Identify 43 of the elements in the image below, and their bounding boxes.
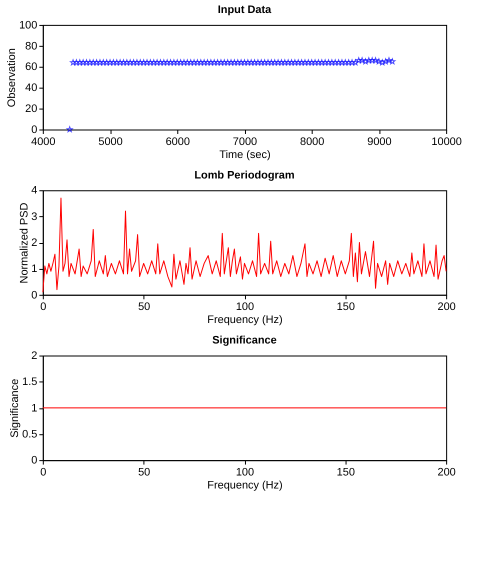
y-tick-label: 4: [31, 184, 38, 197]
y-tick-label: 2: [31, 237, 38, 250]
y-tick-label: 0: [31, 124, 38, 136]
x-tick-label: 6000: [166, 136, 190, 148]
x-tick-label: 100: [236, 466, 254, 479]
x-tick-label: 9000: [367, 136, 392, 148]
y-tick-label: 0.5: [22, 428, 38, 440]
y-axis-title: Observation: [6, 48, 18, 108]
x-tick-label: 150: [336, 466, 355, 479]
y-axis-title: Significance: [9, 378, 22, 438]
y-tick-label: 3: [31, 210, 38, 223]
x-tick-label: 8000: [300, 136, 324, 148]
chart-title: Lomb Periodogram: [194, 169, 295, 182]
y-tick-label: 2: [31, 350, 38, 362]
x-tick-label: 50: [138, 301, 150, 314]
x-tick-label: 200: [438, 466, 456, 479]
y-tick-label: 1: [31, 263, 38, 276]
y-tick-label: 60: [25, 61, 38, 74]
y-tick-label: 0: [31, 289, 38, 302]
x-tick-label: 150: [336, 301, 355, 314]
chart-title: Significance: [212, 334, 277, 347]
x-tick-label: 0: [40, 466, 46, 479]
line-series: [42, 198, 447, 293]
x-tick-label: 100: [236, 301, 254, 314]
y-tick-label: 1: [31, 402, 38, 414]
x-tick-label: 4000: [31, 136, 56, 148]
x-tick-label: 200: [438, 301, 456, 314]
x-tick-label: 7000: [232, 136, 258, 148]
y-tick-label: 80: [25, 40, 38, 52]
x-axis-title: Frequency (Hz): [207, 314, 283, 326]
y-tick-label: 20: [25, 103, 38, 116]
x-axis-title: Time (sec): [219, 148, 271, 161]
y-tick-label: 1.5: [22, 376, 38, 388]
y-tick-label: 100: [19, 19, 38, 32]
y-tick-label: 0: [31, 454, 38, 467]
x-tick-label: 50: [138, 466, 150, 479]
x-axis-title: Frequency (Hz): [207, 479, 283, 492]
chart-title: Input Data: [218, 4, 272, 16]
x-tick-label: 0: [40, 301, 46, 314]
y-axis-title: Normalized PSD: [18, 202, 30, 284]
y-tick-label: 40: [25, 82, 38, 94]
x-tick-label: 10000: [431, 136, 462, 148]
x-tick-label: 5000: [98, 136, 123, 148]
